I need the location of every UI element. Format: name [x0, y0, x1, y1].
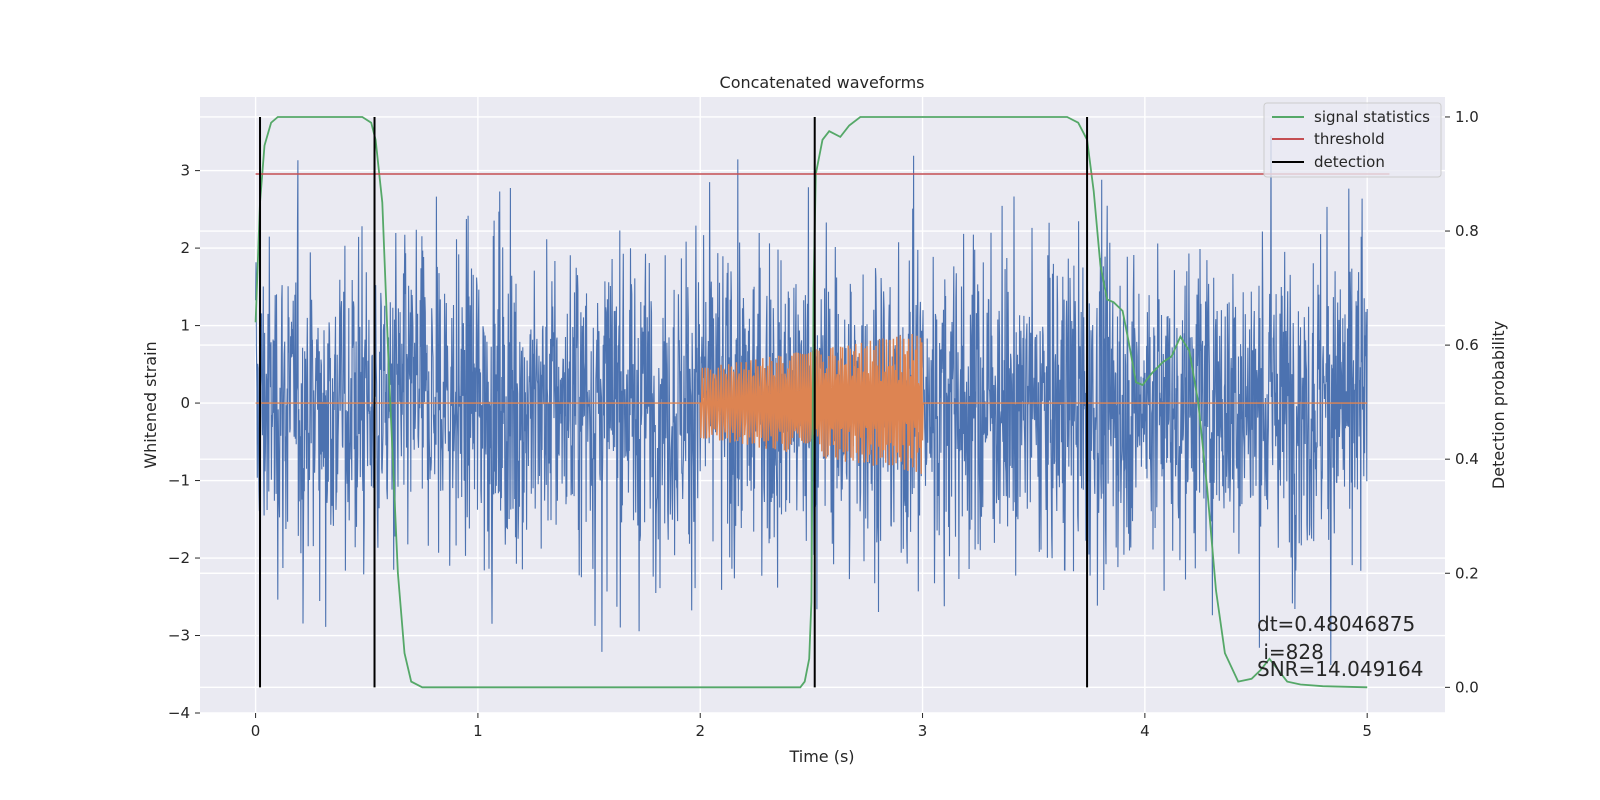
- x-axis-label: Time (s): [788, 747, 854, 766]
- right-y-tick-label-1: 0.2: [1455, 564, 1479, 582]
- injected-signal-series: [255, 333, 1368, 474]
- x-tick-label-1: 1: [473, 722, 483, 740]
- annotation-snr: SNR=14.049164: [1257, 657, 1423, 681]
- detection-series: [259, 116, 1089, 688]
- left-y-axis-label: Whitened strain: [141, 341, 160, 468]
- legend-label-threshold: threshold: [1314, 130, 1385, 148]
- left-y-tick-label-6: 2: [180, 239, 190, 257]
- legend-box: [1263, 102, 1442, 178]
- right-y-tick-label-3: 0.6: [1455, 336, 1479, 354]
- right-y-tick-label-0: 0.0: [1455, 678, 1479, 696]
- x-tick-label-5: 5: [1362, 722, 1372, 740]
- x-tick-label-0: 0: [251, 722, 261, 740]
- left-y-tick-label-3: −1: [168, 472, 190, 490]
- x-tick-label-2: 2: [695, 722, 705, 740]
- annotation-dt: dt=0.48046875: [1257, 612, 1415, 636]
- left-y-tick-label-7: 3: [180, 162, 190, 180]
- x-tick-label-4: 4: [1140, 722, 1150, 740]
- right-y-tick-label-2: 0.4: [1455, 450, 1479, 468]
- left-y-tick-label-4: 0: [180, 394, 190, 412]
- right-y-tick-label-5: 1.0: [1455, 108, 1479, 126]
- right-y-tick-label-4: 0.8: [1455, 222, 1479, 240]
- annotation-block: dt=0.48046875 i=828 SNR=14.049164: [1257, 612, 1423, 681]
- annotation-index: i=828: [1257, 640, 1324, 664]
- legend-label-signal-statistics: signal statistics: [1314, 108, 1430, 126]
- left-y-tick-labels: −4 −3 −2 −1 0 1 2 3: [168, 162, 200, 722]
- chart-title: Concatenated waveforms: [720, 73, 925, 92]
- injected-signal-line: [255, 333, 1368, 474]
- left-y-tick-label-5: 1: [180, 317, 190, 335]
- signal-statistics-line: [254, 116, 1368, 689]
- left-y-tick-label-0: −4: [168, 704, 190, 722]
- right-y-axis-label: Detection probability: [1489, 321, 1508, 489]
- right-y-tick-labels: 0.0 0.2 0.4 0.6 0.8 1.0: [1445, 108, 1479, 696]
- legend: signal statistics threshold detection: [1263, 102, 1442, 178]
- signal-statistics-series: [254, 116, 1368, 689]
- left-y-tick-label-1: −3: [168, 627, 190, 645]
- legend-label-detection: detection: [1314, 153, 1385, 171]
- x-tick-labels: 0 1 2 3 4 5: [251, 713, 1372, 740]
- x-tick-label-3: 3: [918, 722, 928, 740]
- left-y-tick-label-2: −2: [168, 549, 190, 567]
